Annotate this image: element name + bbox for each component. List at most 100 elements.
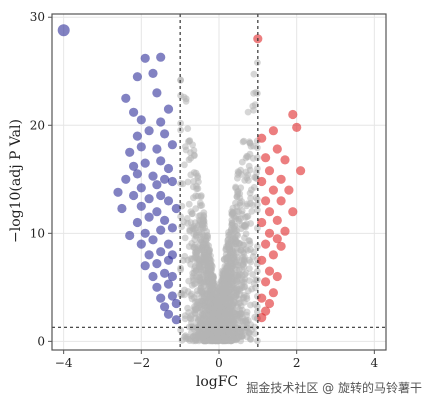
ns-point xyxy=(200,240,207,248)
ns-point xyxy=(254,154,261,162)
ns-point xyxy=(184,125,192,132)
ns-point xyxy=(252,284,259,292)
up-regulated-point xyxy=(272,144,282,154)
down-regulated-point xyxy=(125,230,135,241)
up-regulated-point xyxy=(272,215,282,225)
ns-point xyxy=(201,331,209,339)
ns-point xyxy=(212,290,220,298)
ns-point xyxy=(223,243,230,250)
down-regulated-point xyxy=(171,203,181,214)
ns-point xyxy=(248,208,256,215)
ns-point xyxy=(187,315,195,323)
up-regulated-point xyxy=(261,153,271,163)
significant-points xyxy=(57,24,306,325)
y-tick-label: 30 xyxy=(30,10,45,24)
down-regulated-point xyxy=(148,235,158,245)
ns-point xyxy=(200,247,208,255)
ns-point xyxy=(188,210,196,218)
ns-point xyxy=(229,291,237,299)
ns-point xyxy=(246,189,254,197)
ns-point xyxy=(203,280,211,288)
up-regulated-point xyxy=(268,126,278,136)
up-regulated-point xyxy=(268,288,278,298)
down-regulated-point xyxy=(156,117,166,127)
ns-point xyxy=(227,337,235,345)
ns-point xyxy=(190,147,198,154)
down-regulated-point xyxy=(167,140,177,150)
ns-point xyxy=(213,330,221,337)
down-regulated-point xyxy=(152,207,162,217)
down-regulated-point xyxy=(148,68,158,78)
ns-point xyxy=(187,154,195,162)
up-regulated-point xyxy=(268,185,278,195)
up-regulated-point xyxy=(261,239,271,249)
ns-point xyxy=(206,247,213,255)
ns-point xyxy=(200,212,208,219)
down-regulated-point xyxy=(148,171,158,181)
down-regulated-point xyxy=(171,315,181,325)
down-regulated-point xyxy=(163,309,174,319)
ns-point xyxy=(220,313,228,321)
ns-point xyxy=(233,231,241,238)
down-regulated-point xyxy=(152,180,162,190)
ns-point xyxy=(246,237,254,245)
ns-point xyxy=(242,245,250,253)
ns-point xyxy=(241,234,248,242)
up-regulated-point xyxy=(257,293,267,303)
ns-point xyxy=(207,257,215,264)
up-regulated-point xyxy=(280,226,290,236)
down-regulated-point xyxy=(148,271,158,282)
up-regulated-point xyxy=(292,122,302,132)
ns-point xyxy=(203,322,211,330)
ns-point xyxy=(232,183,240,191)
ns-point xyxy=(223,263,231,270)
ns-point xyxy=(197,193,205,201)
down-regulated-point xyxy=(167,223,177,233)
ns-point xyxy=(191,333,199,341)
down-regulated-point xyxy=(136,142,146,152)
ns-point xyxy=(185,309,193,316)
ns-point xyxy=(191,265,198,272)
ns-point xyxy=(211,282,219,290)
down-regulated-point xyxy=(144,250,154,260)
x-tick-label: 0 xyxy=(215,356,223,370)
ns-point xyxy=(254,243,261,250)
y-tick-label: 0 xyxy=(37,334,45,348)
ns-point xyxy=(254,224,261,232)
down-regulated-point xyxy=(136,201,146,211)
up-regulated-point xyxy=(257,176,267,187)
down-regulated-point xyxy=(113,187,123,197)
down-regulated-point xyxy=(144,212,154,222)
down-regulated-point xyxy=(144,194,154,204)
threshold-lines xyxy=(52,14,386,350)
up-regulated-point xyxy=(257,255,267,265)
up-regulated-point xyxy=(268,250,278,260)
down-regulated-point xyxy=(167,176,177,187)
ns-point xyxy=(244,212,252,220)
ns-point xyxy=(220,292,228,300)
ns-point xyxy=(234,272,241,279)
up-regulated-point xyxy=(288,109,298,120)
ns-point xyxy=(251,330,259,337)
down-regulated-point xyxy=(163,239,174,249)
ns-point xyxy=(192,192,200,200)
down-regulated-point xyxy=(171,298,181,309)
down-regulated-point xyxy=(167,271,177,282)
ns-point xyxy=(247,301,254,309)
ns-point xyxy=(233,203,241,211)
ns-point xyxy=(240,137,248,145)
ns-point xyxy=(202,312,210,319)
ns-point xyxy=(247,194,255,202)
down-regulated-point xyxy=(160,174,170,184)
down-regulated-point xyxy=(129,161,139,171)
down-regulated-point xyxy=(132,169,142,179)
ns-point xyxy=(204,304,212,312)
ns-point xyxy=(181,234,189,242)
ns-point xyxy=(181,286,188,294)
ns-point xyxy=(244,108,252,116)
ns-point xyxy=(224,325,231,333)
up-regulated-point xyxy=(257,313,267,323)
ns-point xyxy=(228,256,235,264)
down-regulated-point xyxy=(136,115,146,125)
